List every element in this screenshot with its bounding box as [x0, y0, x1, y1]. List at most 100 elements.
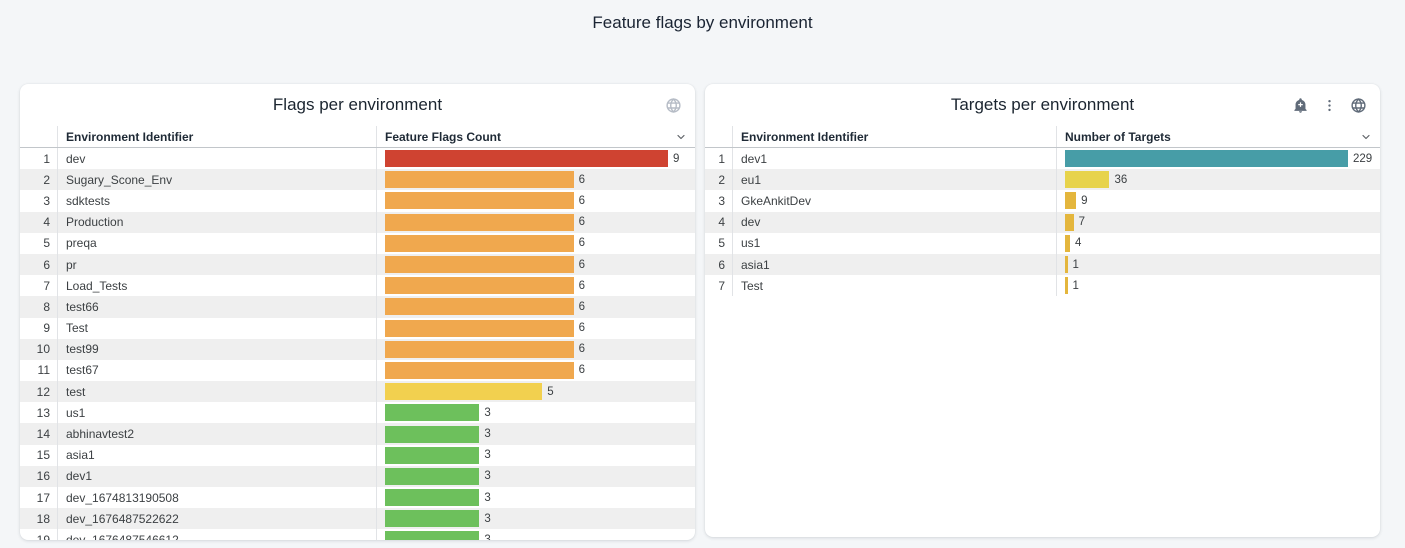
table-row[interactable]: 3 GkeAnkitDev 9	[705, 190, 1380, 212]
table-row[interactable]: 6 asia1 1	[705, 253, 1380, 276]
table-row[interactable]: 5 us1 4	[705, 232, 1380, 254]
table-row[interactable]: 9 Test 6	[20, 317, 695, 339]
bar-cell: 3	[377, 508, 695, 529]
environment-label: dev_1676487546612	[58, 529, 377, 540]
bar-cell: 9	[1057, 190, 1380, 211]
bell-plus-icon[interactable]	[1292, 97, 1309, 114]
bar-value-label: 3	[484, 406, 491, 419]
environment-label: Production	[58, 211, 377, 233]
bar-value-label: 6	[578, 364, 586, 377]
column-header-metric[interactable]: Number of Targets	[1057, 126, 1380, 147]
bar-cell: 6	[377, 254, 695, 275]
value-bar	[385, 404, 480, 422]
table-row[interactable]: 19 dev_1676487546612 3	[20, 529, 695, 540]
value-bar	[1065, 192, 1077, 210]
chart-title: Targets per environment	[950, 95, 1135, 114]
bar-value-label: 3	[484, 491, 491, 504]
bar-cell: 6	[377, 169, 695, 190]
value-bar	[385, 531, 480, 540]
table-row[interactable]: 10 test99 6	[20, 338, 695, 360]
bar-cell: 3	[377, 466, 695, 487]
row-number: 5	[705, 232, 733, 254]
environment-label: asia1	[58, 444, 377, 466]
table-row[interactable]: 1 dev 9	[20, 148, 695, 170]
bar-value-label: 3	[484, 470, 491, 483]
kebab-menu-icon[interactable]	[1322, 98, 1337, 113]
value-bar	[1065, 171, 1110, 189]
table-row[interactable]: 17 dev_1674813190508 3	[20, 487, 695, 509]
table-row[interactable]: 2 eu1 36	[705, 169, 1380, 191]
row-number: 11	[20, 359, 58, 382]
environment-label: us1	[733, 232, 1057, 254]
table-row[interactable]: 5 preqa 6	[20, 232, 695, 254]
table-row[interactable]: 4 Production 6	[20, 211, 695, 233]
table-row[interactable]: 18 dev_1676487522622 3	[20, 508, 695, 530]
environment-label: GkeAnkitDev	[733, 190, 1057, 212]
table-row[interactable]: 16 dev1 3	[20, 465, 695, 487]
row-number: 3	[20, 190, 58, 212]
table-row[interactable]: 6 pr 6	[20, 253, 695, 276]
value-bar	[385, 234, 574, 252]
bar-cell: 3	[377, 423, 695, 444]
bar-cell: 1	[1057, 254, 1380, 275]
row-number: 17	[20, 487, 58, 509]
column-header-environment[interactable]: Environment Identifier	[733, 126, 1057, 147]
table-body: 1 dev1 229 2 eu1 36 3 GkeAnkitDev 9 4 dev 7 5 us1 4 6 as…	[705, 148, 1380, 297]
table-row[interactable]: 7 Test 1	[705, 275, 1380, 297]
bar-value-label: 9	[673, 152, 680, 165]
value-bar	[385, 446, 480, 464]
globe-icon[interactable]	[1350, 97, 1367, 114]
chevron-down-icon[interactable]	[675, 131, 687, 143]
table-row[interactable]: 3 sdktests 6	[20, 190, 695, 212]
column-header-metric-label: Number of Targets	[1065, 129, 1171, 144]
chevron-down-icon[interactable]	[1360, 131, 1372, 143]
environment-label: test67	[58, 359, 377, 382]
table-row[interactable]: 15 asia1 3	[20, 444, 695, 466]
bar-value-label: 6	[578, 300, 586, 313]
row-number: 13	[20, 402, 58, 424]
row-number: 7	[20, 275, 58, 297]
bar-cell: 3	[377, 529, 695, 540]
column-header-metric[interactable]: Feature Flags Count	[377, 126, 695, 147]
table-row[interactable]: 1 dev1 229	[705, 148, 1380, 170]
environment-label: abhinavtest2	[58, 423, 377, 445]
bar-value-label: 229	[1353, 152, 1373, 165]
column-header-environment[interactable]: Environment Identifier	[58, 126, 377, 147]
chart-toolbar	[1292, 84, 1367, 126]
table-row[interactable]: 12 test 5	[20, 381, 695, 403]
table-row[interactable]: 13 us1 3	[20, 402, 695, 424]
bar-value-label: 5	[547, 385, 554, 398]
row-number: 8	[20, 296, 58, 318]
table-row[interactable]: 8 test66 6	[20, 296, 695, 318]
value-bar	[385, 192, 574, 210]
bar-cell: 6	[377, 296, 695, 317]
chart-toolbar	[665, 84, 682, 126]
card-header: Flags per environment	[20, 84, 695, 126]
table-row[interactable]: 11 test67 6	[20, 359, 695, 382]
environment-label: pr	[58, 253, 377, 276]
environment-label: dev1	[58, 465, 377, 487]
row-number: 15	[20, 444, 58, 466]
value-bar	[385, 150, 668, 168]
environment-label: test66	[58, 296, 377, 318]
row-number: 10	[20, 338, 58, 360]
row-number: 6	[705, 253, 733, 276]
table-row[interactable]: 4 dev 7	[705, 211, 1380, 233]
row-number: 1	[20, 148, 58, 170]
table-row[interactable]: 7 Load_Tests 6	[20, 275, 695, 297]
table-row[interactable]: 14 abhinavtest2 3	[20, 423, 695, 445]
globe-icon[interactable]	[665, 97, 682, 114]
bar-cell: 6	[377, 233, 695, 254]
value-bar	[385, 383, 543, 401]
bar-value-label: 6	[578, 194, 586, 207]
value-bar	[385, 213, 574, 231]
row-number: 14	[20, 423, 58, 445]
row-number: 3	[705, 190, 733, 212]
table-body: 1 dev 9 2 Sugary_Scone_Env 6 3 sdktests 6 4 Produc…	[20, 148, 695, 540]
bar-cell: 6	[377, 360, 695, 381]
bar-value-label: 6	[578, 279, 586, 292]
row-number: 6	[20, 253, 58, 276]
row-number: 4	[20, 211, 58, 233]
table-row[interactable]: 2 Sugary_Scone_Env 6	[20, 169, 695, 191]
row-number: 5	[20, 232, 58, 254]
